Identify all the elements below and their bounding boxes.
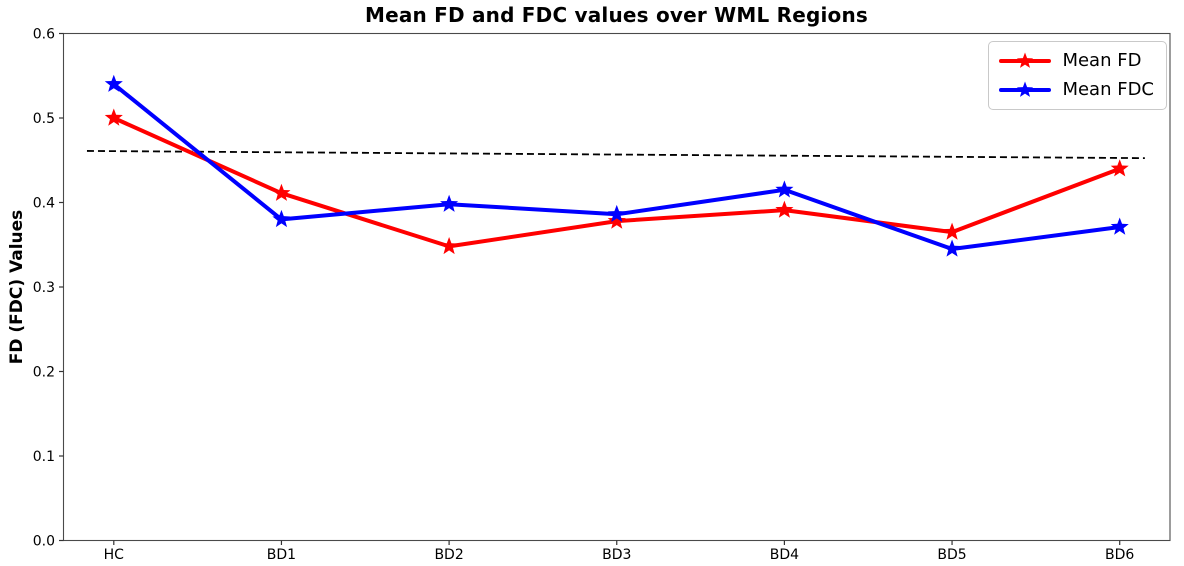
series-mean-fdc: [104, 74, 1129, 257]
y-tick-label: 0.2: [33, 365, 55, 381]
star-marker: [1110, 159, 1129, 177]
legend-line-star-icon: [999, 81, 1052, 97]
legend-line-star-icon: [999, 52, 1052, 68]
legend: Mean FD Mean FDC: [988, 41, 1167, 110]
star-marker: [943, 239, 962, 257]
y-tick-label: 0.0: [33, 534, 55, 550]
x-tick-label: BD3: [602, 547, 631, 563]
reference-dashed-line: [86, 150, 1145, 160]
legend-label: Mean FD: [1062, 50, 1142, 71]
star-marker: [272, 183, 291, 201]
star-marker: [272, 209, 291, 228]
y-tick-label: 0.3: [33, 280, 55, 296]
y-tick-label: 0.1: [33, 449, 55, 465]
star-marker: [440, 194, 459, 212]
star-marker: [943, 222, 962, 240]
x-tick-label: BD4: [770, 547, 799, 563]
y-axis: 0.0 0.1 0.2 0.3 0.4 0.5 0.6: [33, 27, 64, 550]
star-marker: [775, 200, 794, 218]
x-tick-label: BD5: [937, 547, 966, 563]
x-tick-label: BD2: [434, 547, 463, 563]
legend-item-mean-fdc: Mean FDC: [999, 77, 1154, 103]
x-tick-label: BD1: [267, 547, 296, 563]
chart-title: Mean FD and FDC values over WML Regions: [364, 3, 869, 27]
star-marker: [104, 74, 123, 92]
y-tick-label: 0.5: [33, 111, 55, 127]
x-axis: HC BD1 BD2 BD3 BD4 BD5 BD6: [104, 540, 1134, 563]
series-line: [111, 116, 1122, 249]
y-tick-label: 0.6: [33, 27, 55, 43]
legend-item-mean-fd: Mean FD: [999, 48, 1154, 74]
star-marker: [1110, 217, 1129, 235]
y-tick-label: 0.4: [33, 196, 55, 212]
star-marker: [607, 204, 626, 223]
star-marker: [440, 236, 459, 255]
star-marker: [607, 211, 626, 229]
legend-label: Mean FDC: [1062, 79, 1154, 100]
x-tick-label: BD6: [1105, 547, 1134, 563]
star-marker: [775, 180, 794, 198]
x-tick-label: HC: [104, 547, 125, 563]
series-mean-fd: [104, 108, 1129, 255]
star-marker: [104, 108, 123, 126]
